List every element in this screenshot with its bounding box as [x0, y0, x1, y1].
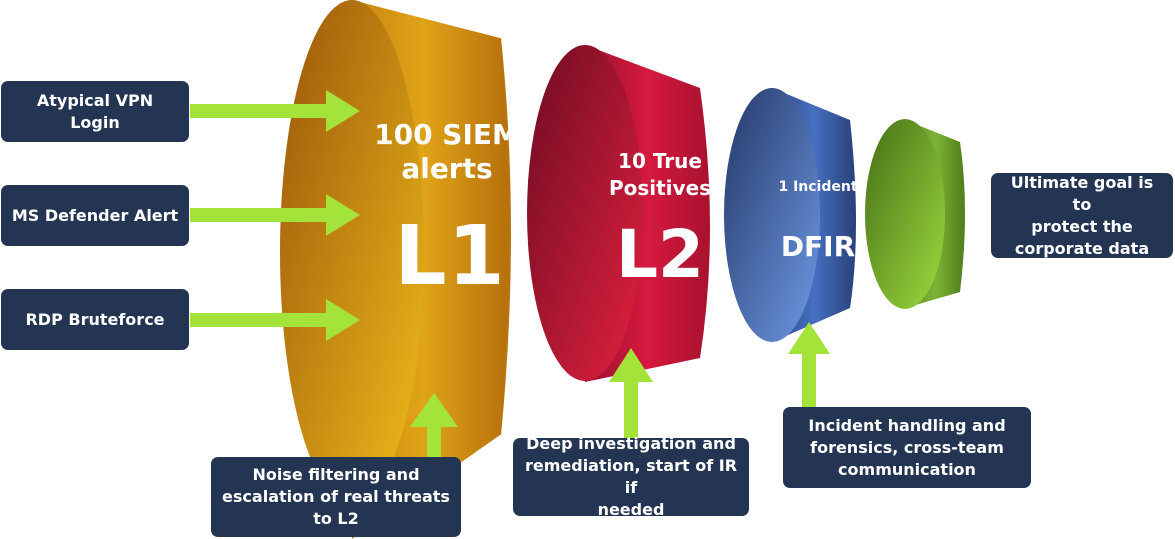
- l2-stage-shape: [527, 45, 710, 382]
- input-rdp-bruteforce: RDP Bruteforce: [1, 289, 189, 350]
- arrow-up-l2: [609, 348, 653, 441]
- dfir-count-label: 1 Incident: [778, 179, 858, 195]
- l2-stage-name: L2: [616, 216, 704, 293]
- input-vpn-login: Atypical VPN Login: [1, 81, 189, 142]
- arrow-up-l1: [410, 393, 458, 460]
- arrow-rdp: [190, 299, 360, 341]
- arrow-defender: [190, 194, 360, 236]
- goal-description: Ultimate goal is to protect the corporat…: [991, 173, 1173, 258]
- l1-stage-name: L1: [394, 209, 506, 304]
- l1-description: Noise filtering and escalation of real t…: [211, 457, 461, 537]
- arrow-up-dfir: [788, 322, 830, 408]
- l2-count-label: 10 True Positives: [608, 149, 712, 200]
- input-defender-alert: MS Defender Alert: [1, 185, 189, 246]
- l1-stage-shape: [280, 0, 511, 539]
- l1-count-label: 100 SIEM alerts: [374, 118, 520, 185]
- dfir-stage-shape: [724, 88, 856, 342]
- arrow-vpn: [190, 90, 360, 132]
- dfir-description: Incident handling and forensics, cross-t…: [783, 407, 1031, 488]
- goal-stage-shape: [865, 119, 965, 309]
- dfir-stage-name: DFIR: [780, 230, 856, 263]
- l2-description: Deep investigation and remediation, star…: [513, 434, 749, 519]
